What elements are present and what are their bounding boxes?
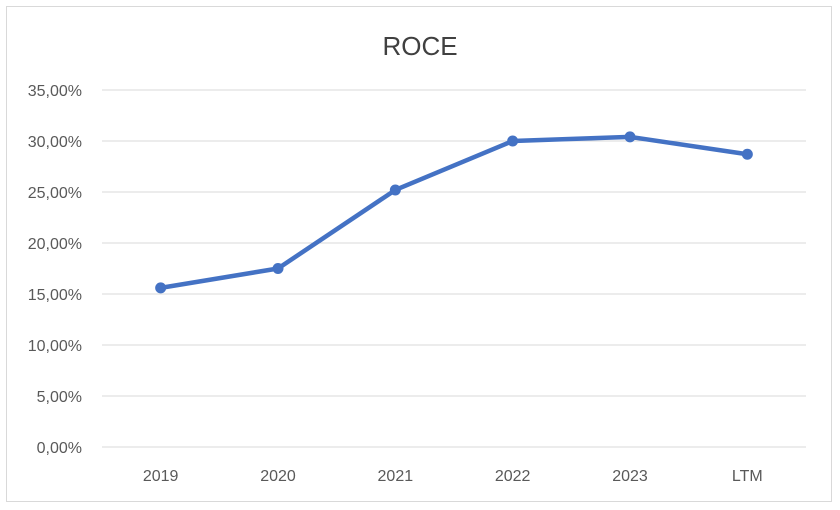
chart-frame (6, 6, 832, 502)
series-line (158, 134, 750, 291)
data-point-2022 (507, 135, 519, 147)
x-tick-label: 2020 (260, 468, 296, 485)
x-axis-ticks: 2019 2020 2021 2022 2023 LTM (143, 468, 763, 485)
data-point-2023 (624, 131, 636, 143)
x-tick-label: 2023 (612, 468, 648, 485)
y-axis-ticks: 0,00% 5,00% 10,00% 15,00% 20,00% 25,00% 30,00%… (28, 83, 82, 457)
x-tick-label: LTM (732, 468, 763, 485)
y-tick-label: 30,00% (28, 134, 82, 151)
data-point-2020 (272, 263, 284, 274)
x-tick-label: 2022 (495, 468, 531, 485)
y-tick-label: 0,00% (37, 440, 82, 457)
y-tick-label: 20,00% (28, 236, 82, 253)
series-layer (155, 131, 753, 294)
y-tick-label: 35,00% (28, 83, 82, 100)
y-tick-label: 15,00% (28, 287, 82, 304)
data-point-2021 (389, 184, 401, 196)
data-point-ltm (741, 148, 753, 160)
y-tick-label: 5,00% (37, 389, 82, 406)
y-tick-label: 10,00% (28, 338, 82, 355)
x-tick-label: 2021 (378, 468, 414, 485)
gridlines (102, 89, 806, 448)
data-point-2019 (155, 282, 167, 294)
chart-title: ROCE (382, 31, 457, 61)
y-tick-label: 25,00% (28, 185, 82, 202)
x-tick-label: 2019 (143, 468, 179, 485)
